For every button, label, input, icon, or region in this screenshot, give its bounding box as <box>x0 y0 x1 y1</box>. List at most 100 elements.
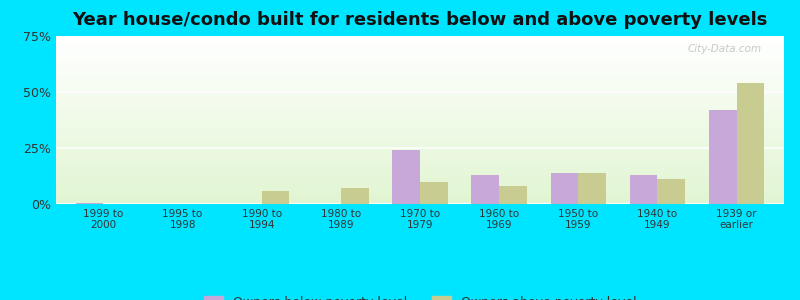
Bar <box>56 166 784 167</box>
Bar <box>56 182 784 183</box>
Bar <box>56 170 784 171</box>
Bar <box>56 158 784 159</box>
Bar <box>56 167 784 168</box>
Bar <box>56 157 784 158</box>
Bar <box>56 91 784 92</box>
Bar <box>56 135 784 136</box>
Bar <box>56 124 784 125</box>
Bar <box>56 164 784 165</box>
Bar <box>56 137 784 138</box>
Bar <box>56 171 784 172</box>
Bar <box>56 95 784 96</box>
Bar <box>56 54 784 55</box>
Bar <box>56 71 784 72</box>
Bar <box>56 67 784 68</box>
Bar <box>499 186 527 204</box>
Bar <box>56 52 784 53</box>
Bar <box>56 165 784 166</box>
Bar <box>56 198 784 199</box>
Bar <box>56 80 784 81</box>
Bar <box>56 199 784 200</box>
Bar <box>56 79 784 80</box>
Bar <box>56 146 784 147</box>
Bar <box>56 48 784 49</box>
Bar <box>56 161 784 162</box>
Bar <box>56 64 784 65</box>
Bar <box>56 134 784 135</box>
Bar <box>56 203 784 204</box>
Bar <box>56 193 784 194</box>
Bar <box>56 73 784 74</box>
Bar <box>56 159 784 160</box>
Bar <box>56 180 784 181</box>
Bar <box>56 185 784 186</box>
Bar <box>56 151 784 152</box>
Bar <box>56 99 784 100</box>
Bar <box>56 111 784 112</box>
Bar <box>56 156 784 157</box>
Bar <box>56 75 784 76</box>
Bar <box>56 45 784 46</box>
Bar <box>56 89 784 90</box>
Bar <box>56 163 784 164</box>
Bar <box>56 103 784 104</box>
Bar <box>56 47 784 48</box>
Bar <box>56 148 784 149</box>
Bar <box>56 112 784 113</box>
Bar <box>56 97 784 98</box>
Bar <box>56 186 784 187</box>
Bar <box>56 160 784 161</box>
Bar <box>56 127 784 128</box>
Bar <box>56 141 784 142</box>
Bar <box>56 139 784 140</box>
Bar <box>56 117 784 118</box>
Text: City-Data.com: City-Data.com <box>688 44 762 54</box>
Bar <box>56 133 784 134</box>
Bar <box>56 102 784 103</box>
Bar <box>56 192 784 193</box>
Bar <box>56 109 784 110</box>
Bar <box>56 107 784 108</box>
Bar <box>56 152 784 153</box>
Bar <box>56 60 784 61</box>
Bar <box>56 63 784 64</box>
Bar <box>56 116 784 117</box>
Bar <box>56 168 784 169</box>
Bar <box>56 68 784 69</box>
Bar <box>56 40 784 41</box>
Bar <box>56 202 784 203</box>
Bar <box>56 94 784 95</box>
Bar <box>56 143 784 144</box>
Bar <box>56 130 784 131</box>
Bar <box>56 123 784 124</box>
Bar <box>56 155 784 156</box>
Bar <box>56 55 784 56</box>
Bar <box>56 122 784 123</box>
Bar <box>56 153 784 154</box>
Bar <box>56 78 784 79</box>
Bar <box>56 162 784 163</box>
Bar <box>56 51 784 52</box>
Bar <box>56 173 784 174</box>
Bar <box>56 100 784 101</box>
Bar <box>56 84 784 85</box>
Bar <box>56 136 784 137</box>
Bar <box>56 128 784 129</box>
Bar <box>56 174 784 175</box>
Bar <box>56 65 784 66</box>
Bar <box>56 83 784 84</box>
Bar <box>56 118 784 119</box>
Bar <box>56 66 784 67</box>
Bar <box>56 39 784 40</box>
Bar <box>76 203 103 204</box>
Bar <box>56 113 784 114</box>
Bar <box>56 150 784 151</box>
Bar <box>420 182 448 204</box>
Bar <box>56 154 784 155</box>
Bar <box>56 46 784 47</box>
Bar <box>56 188 784 189</box>
Bar <box>56 179 784 180</box>
Bar <box>56 104 784 105</box>
Bar <box>56 59 784 60</box>
Bar <box>56 110 784 111</box>
